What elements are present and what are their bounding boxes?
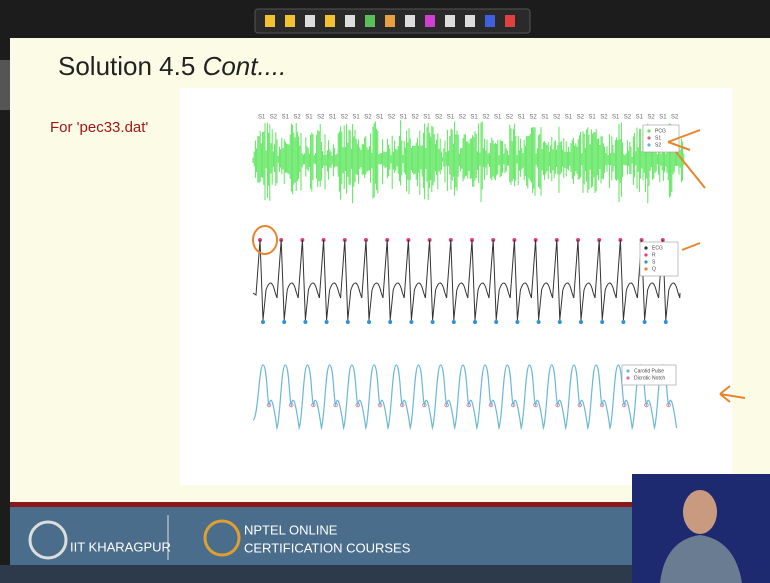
s-point: [473, 320, 477, 324]
tool-icon: [445, 15, 455, 27]
s-point: [303, 320, 307, 324]
tool-icon: [425, 15, 435, 27]
legend-symbol: [626, 376, 629, 379]
legend-symbol: [644, 253, 647, 256]
s-point: [515, 320, 519, 324]
pcg-label: S1: [494, 115, 502, 121]
pcg-label: S2: [411, 115, 419, 121]
legend-symbol: [647, 129, 650, 132]
s-point: [282, 320, 286, 324]
pcg-label: S2: [388, 115, 396, 121]
pcg-label: S1: [352, 115, 360, 121]
s-point: [452, 320, 456, 324]
course-line2: CERTIFICATION COURSES: [244, 540, 411, 555]
legend-label: Q: [652, 266, 656, 272]
pcg-label: S1: [470, 115, 478, 121]
legend-label: S1: [655, 135, 661, 141]
pcg-label: S1: [612, 115, 620, 121]
toolbar: [255, 9, 530, 33]
s-point: [346, 320, 350, 324]
pcg-label: S2: [577, 115, 585, 121]
pcg-label: S1: [282, 115, 290, 121]
pcg-label: S1: [588, 115, 596, 121]
pcg-label: S1: [659, 115, 667, 121]
pcg-label: S2: [482, 115, 490, 121]
pcg-label: S1: [400, 115, 408, 121]
legend-label: ECG: [652, 245, 663, 251]
pcg-label: S2: [341, 115, 349, 121]
presenter-face: [683, 490, 717, 534]
legend-label: R: [652, 252, 656, 258]
pcg-label: S2: [647, 115, 655, 121]
screenshot: Solution 4.5 Cont.... For 'pec33.dat' S1…: [0, 0, 770, 583]
legend-label: S2: [655, 142, 661, 148]
pcg-label: S2: [553, 115, 561, 121]
legend-symbol: [644, 246, 647, 249]
tool-icon: [465, 15, 475, 27]
s-point: [388, 320, 392, 324]
pcg-label: S2: [624, 115, 632, 121]
tool-icon: [365, 15, 375, 27]
tool-icon: [345, 15, 355, 27]
tool-icon: [505, 15, 515, 27]
s-point: [325, 320, 329, 324]
pcg-label: S2: [270, 115, 278, 121]
s-point: [494, 320, 498, 324]
tool-icon: [325, 15, 335, 27]
pcg-label: S2: [600, 115, 608, 121]
legend-symbol: [644, 267, 647, 270]
tool-icon: [285, 15, 295, 27]
s-point: [409, 320, 413, 324]
page: Solution 4.5 Cont.... For 'pec33.dat' S1…: [0, 0, 770, 583]
s-point: [537, 320, 541, 324]
legend-symbol: [644, 260, 647, 263]
legend-symbol: [647, 136, 650, 139]
pcg-label: S2: [459, 115, 467, 121]
pcg-label: S2: [529, 115, 537, 121]
tool-icon: [385, 15, 395, 27]
s-point: [643, 320, 647, 324]
legend-symbol: [647, 143, 650, 146]
legend-label: Dicrotic Notch: [634, 375, 665, 381]
s-point: [600, 320, 604, 324]
legend-symbol: [626, 369, 629, 372]
s-point: [621, 320, 625, 324]
pcg-label: S2: [317, 115, 325, 121]
subtitle: For 'pec33.dat': [50, 119, 148, 136]
pcg-label: S2: [671, 115, 679, 121]
side-tab: [0, 60, 10, 110]
pcg-label: S2: [506, 115, 514, 121]
pcg-label: S1: [447, 115, 455, 121]
pcg-label: S2: [364, 115, 372, 121]
pcg-label: S2: [293, 115, 301, 121]
s-point: [261, 320, 265, 324]
pcg-label: S1: [518, 115, 526, 121]
title-emphasis: Cont....: [203, 51, 287, 81]
pcg-label: S1: [305, 115, 313, 121]
pcg-label: S1: [258, 115, 266, 121]
institute: IIT KHARAGPUR: [70, 539, 171, 554]
s-point: [431, 320, 435, 324]
legend-label: PCG: [655, 128, 666, 134]
slide-title: Solution 4.5 Cont....: [58, 51, 286, 81]
pcg-label: S2: [435, 115, 443, 121]
s-point: [579, 320, 583, 324]
pcg-label: S1: [636, 115, 644, 121]
tool-icon: [265, 15, 275, 27]
pcg-label: S1: [329, 115, 337, 121]
pcg-label: S1: [565, 115, 573, 121]
pcg-label: S1: [541, 115, 549, 121]
legend-label: Carotid Pulse: [634, 368, 664, 374]
s-point: [664, 320, 668, 324]
tool-icon: [405, 15, 415, 27]
pcg-label: S1: [423, 115, 431, 121]
s-point: [558, 320, 562, 324]
pcg-label: S1: [376, 115, 384, 121]
title-text: Solution 4.5: [58, 51, 195, 81]
s-point: [367, 320, 371, 324]
tool-icon: [305, 15, 315, 27]
course-line1: NPTEL ONLINE: [244, 522, 338, 537]
tool-icon: [485, 15, 495, 27]
